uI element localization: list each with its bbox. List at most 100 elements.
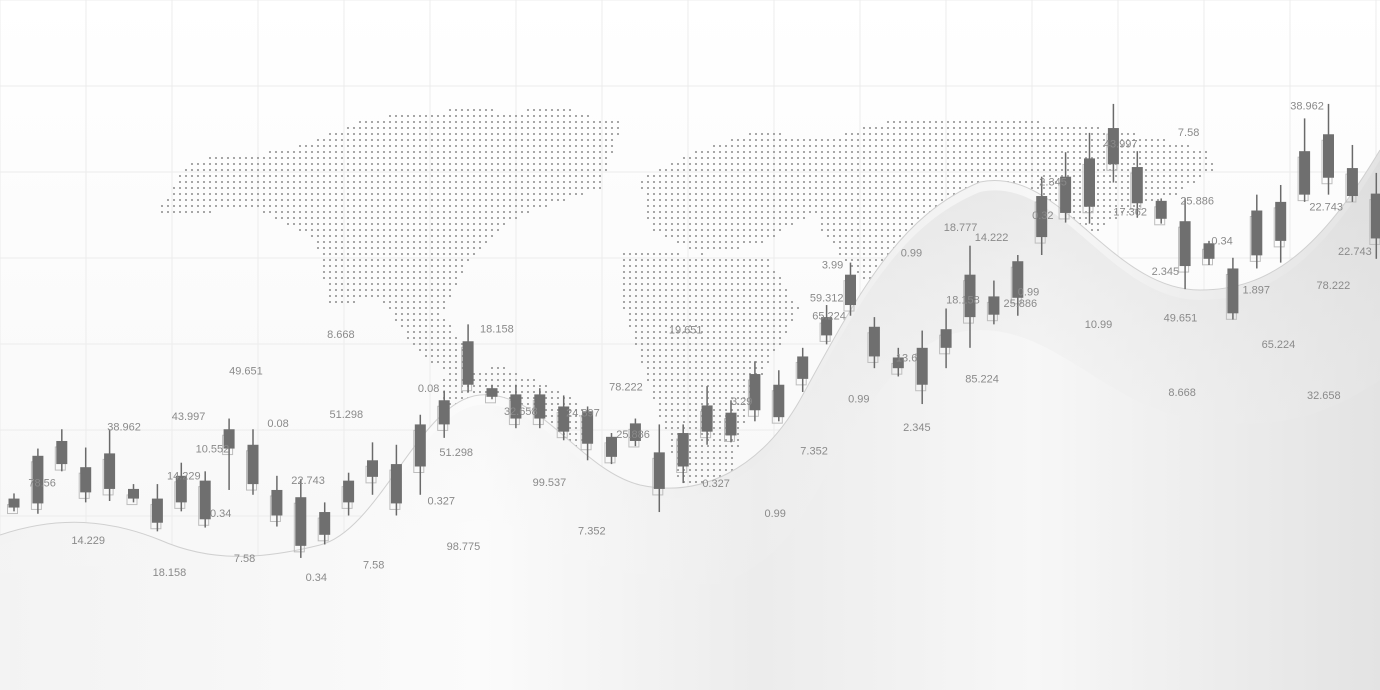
map-dot xyxy=(383,169,385,171)
map-dot xyxy=(857,241,859,243)
map-dot xyxy=(377,139,379,141)
map-dot xyxy=(779,283,781,285)
map-dot xyxy=(413,145,415,147)
map-dot xyxy=(401,169,403,171)
map-dot xyxy=(767,295,769,297)
map-dot xyxy=(935,199,937,201)
map-dot xyxy=(917,133,919,135)
map-dot xyxy=(485,379,487,381)
map-dot xyxy=(449,181,451,183)
map-dot xyxy=(485,241,487,243)
map-dot xyxy=(737,319,739,321)
map-dot xyxy=(323,193,325,195)
map-dot xyxy=(677,289,679,291)
map-dot xyxy=(419,337,421,339)
map-dot xyxy=(779,301,781,303)
map-dot xyxy=(689,181,691,183)
map-dot xyxy=(467,127,469,129)
map-dot xyxy=(1199,151,1201,153)
map-dot xyxy=(329,253,331,255)
map-dot xyxy=(719,469,721,471)
map-dot xyxy=(869,229,871,231)
map-dot xyxy=(317,157,319,159)
map-dot xyxy=(911,169,913,171)
map-dot xyxy=(839,139,841,141)
map-dot xyxy=(911,127,913,129)
map-dot xyxy=(863,211,865,213)
map-dot xyxy=(389,271,391,273)
map-dot xyxy=(545,163,547,165)
map-dot xyxy=(503,169,505,171)
map-dot xyxy=(719,307,721,309)
map-dot xyxy=(467,169,469,171)
map-dot xyxy=(317,139,319,141)
map-dot xyxy=(413,223,415,225)
map-dot xyxy=(947,121,949,123)
map-dot xyxy=(923,205,925,207)
map-dot xyxy=(683,397,685,399)
map-dot xyxy=(329,247,331,249)
map-dot xyxy=(533,121,535,123)
map-dot xyxy=(419,325,421,327)
map-dot xyxy=(461,223,463,225)
map-dot xyxy=(773,133,775,135)
map-dot xyxy=(737,163,739,165)
map-dot xyxy=(701,349,703,351)
map-dot xyxy=(701,379,703,381)
map-dot xyxy=(503,223,505,225)
map-dot xyxy=(755,283,757,285)
map-dot xyxy=(509,205,511,207)
map-dot xyxy=(335,277,337,279)
map-dot xyxy=(773,319,775,321)
map-dot xyxy=(389,253,391,255)
map-dot xyxy=(1019,145,1021,147)
map-dot xyxy=(449,109,451,111)
map-dot xyxy=(1055,169,1057,171)
map-dot xyxy=(1001,133,1003,135)
map-dot xyxy=(329,301,331,303)
map-dot xyxy=(365,205,367,207)
map-dot xyxy=(701,265,703,267)
map-dot xyxy=(1043,127,1045,129)
map-dot xyxy=(659,343,661,345)
map-dot xyxy=(839,193,841,195)
map-dot xyxy=(413,289,415,291)
map-dot xyxy=(335,175,337,177)
map-dot xyxy=(251,187,253,189)
map-dot xyxy=(533,193,535,195)
map-dot xyxy=(665,193,667,195)
map-dot xyxy=(593,175,595,177)
map-dot xyxy=(785,157,787,159)
map-dot xyxy=(1169,175,1171,177)
map-dot xyxy=(785,163,787,165)
map-dot xyxy=(737,247,739,249)
map-dot xyxy=(263,157,265,159)
map-dot xyxy=(323,235,325,237)
map-dot xyxy=(689,391,691,393)
map-dot xyxy=(449,295,451,297)
map-dot xyxy=(725,325,727,327)
map-dot xyxy=(779,181,781,183)
map-dot xyxy=(1163,193,1165,195)
map-dot xyxy=(971,163,973,165)
map-dot xyxy=(407,265,409,267)
map-dot xyxy=(1067,133,1069,135)
map-dot xyxy=(683,415,685,417)
map-dot xyxy=(767,265,769,267)
map-dot xyxy=(191,169,193,171)
map-dot xyxy=(785,181,787,183)
map-dot xyxy=(665,271,667,273)
map-dot xyxy=(545,151,547,153)
map-dot xyxy=(491,373,493,375)
map-dot xyxy=(425,163,427,165)
map-dot xyxy=(719,169,721,171)
map-dot xyxy=(779,157,781,159)
map-dot xyxy=(647,277,649,279)
map-dot xyxy=(719,163,721,165)
map-dot xyxy=(929,121,931,123)
map-dot xyxy=(293,205,295,207)
map-dot xyxy=(707,169,709,171)
map-dot xyxy=(683,205,685,207)
map-dot xyxy=(407,259,409,261)
map-dot xyxy=(899,157,901,159)
